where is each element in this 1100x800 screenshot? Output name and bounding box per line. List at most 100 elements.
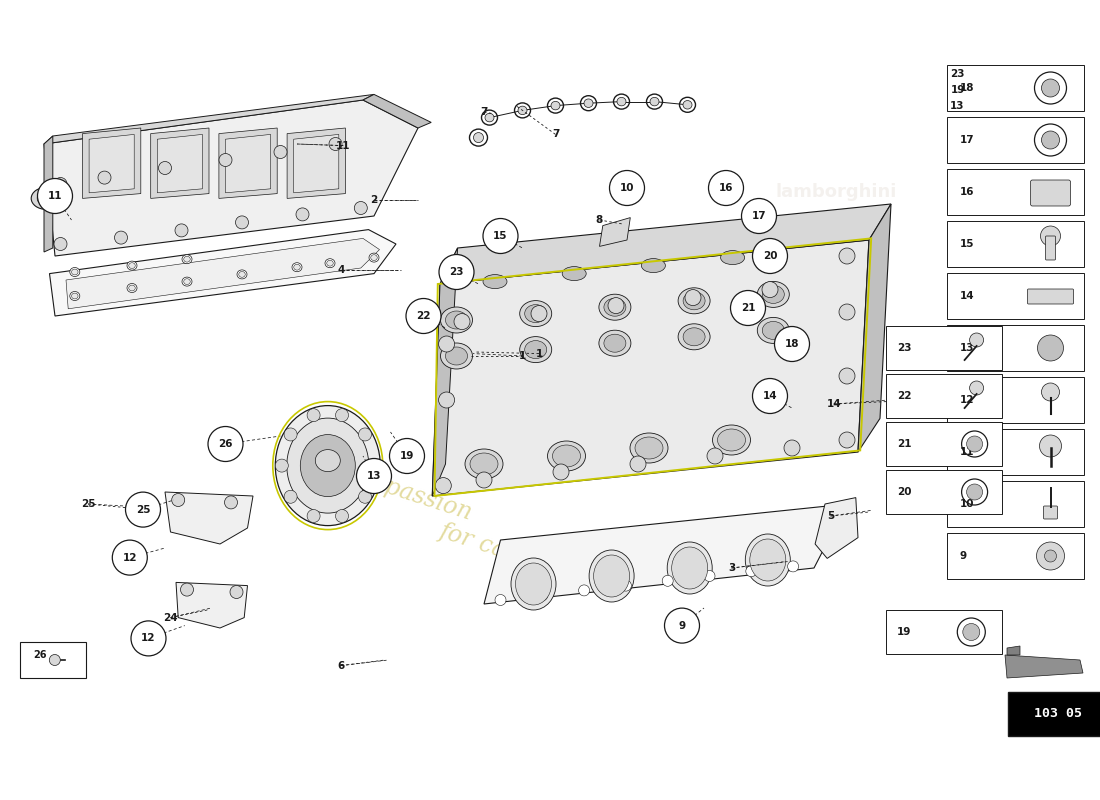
Circle shape — [284, 490, 297, 503]
Ellipse shape — [440, 343, 473, 369]
Ellipse shape — [720, 250, 745, 265]
Circle shape — [307, 510, 320, 522]
Polygon shape — [858, 204, 891, 452]
Polygon shape — [432, 240, 869, 496]
Circle shape — [454, 314, 470, 330]
Text: 17: 17 — [959, 135, 975, 145]
Circle shape — [553, 464, 569, 480]
Text: 16: 16 — [718, 183, 734, 193]
Circle shape — [708, 170, 744, 206]
Text: 25: 25 — [135, 505, 151, 514]
FancyBboxPatch shape — [946, 117, 1084, 163]
Text: 19: 19 — [399, 451, 415, 461]
Polygon shape — [82, 128, 141, 198]
Ellipse shape — [37, 191, 55, 206]
Ellipse shape — [465, 449, 503, 479]
Ellipse shape — [590, 550, 634, 602]
Circle shape — [969, 381, 983, 395]
Polygon shape — [294, 134, 339, 193]
FancyBboxPatch shape — [887, 470, 1001, 514]
Ellipse shape — [635, 437, 663, 459]
Ellipse shape — [31, 187, 62, 210]
Circle shape — [476, 472, 492, 488]
Circle shape — [962, 623, 980, 641]
Ellipse shape — [650, 98, 659, 106]
Ellipse shape — [184, 278, 190, 285]
Text: 13: 13 — [366, 471, 382, 481]
Ellipse shape — [525, 341, 547, 358]
Ellipse shape — [757, 318, 790, 343]
Text: 7: 7 — [552, 130, 559, 139]
Text: 9: 9 — [679, 621, 685, 630]
Ellipse shape — [129, 262, 135, 269]
Text: a passion: a passion — [361, 468, 475, 524]
Text: 21: 21 — [898, 439, 912, 449]
Circle shape — [1041, 226, 1060, 246]
Text: 14: 14 — [762, 391, 778, 401]
Ellipse shape — [551, 102, 560, 110]
Ellipse shape — [668, 542, 712, 594]
Text: 5: 5 — [827, 511, 834, 521]
Ellipse shape — [683, 328, 705, 346]
Text: 26: 26 — [218, 439, 233, 449]
Circle shape — [356, 458, 392, 494]
Text: 24: 24 — [163, 613, 178, 622]
Text: 14: 14 — [959, 291, 975, 301]
Circle shape — [367, 459, 381, 472]
Text: 12: 12 — [122, 553, 138, 562]
Circle shape — [436, 478, 451, 494]
Text: 10: 10 — [619, 183, 635, 193]
Circle shape — [685, 290, 701, 306]
Text: 18: 18 — [784, 339, 800, 349]
Circle shape — [172, 494, 185, 506]
FancyBboxPatch shape — [1027, 289, 1074, 304]
Ellipse shape — [617, 98, 626, 106]
FancyBboxPatch shape — [946, 377, 1084, 423]
Circle shape — [537, 590, 548, 601]
Circle shape — [354, 202, 367, 214]
Text: 4: 4 — [338, 266, 344, 275]
Ellipse shape — [594, 555, 629, 597]
Polygon shape — [1005, 655, 1084, 678]
Text: 12: 12 — [141, 634, 156, 643]
Ellipse shape — [440, 307, 473, 333]
Ellipse shape — [473, 133, 484, 142]
Ellipse shape — [446, 311, 468, 329]
Ellipse shape — [630, 433, 668, 463]
Text: 3: 3 — [728, 563, 735, 573]
Polygon shape — [50, 230, 396, 316]
Circle shape — [1037, 335, 1064, 361]
Circle shape — [752, 378, 788, 414]
FancyBboxPatch shape — [946, 481, 1084, 527]
Circle shape — [54, 238, 67, 250]
FancyBboxPatch shape — [20, 642, 86, 678]
Circle shape — [531, 306, 547, 322]
Text: 9: 9 — [959, 551, 967, 561]
FancyBboxPatch shape — [946, 65, 1084, 111]
Ellipse shape — [69, 267, 80, 277]
Text: for cars: for cars — [437, 518, 531, 570]
Ellipse shape — [294, 264, 300, 270]
Circle shape — [967, 484, 982, 500]
Ellipse shape — [518, 106, 527, 114]
Ellipse shape — [683, 101, 692, 109]
Ellipse shape — [762, 286, 784, 303]
Circle shape — [741, 198, 777, 234]
Circle shape — [788, 561, 799, 572]
Circle shape — [180, 583, 194, 596]
FancyBboxPatch shape — [887, 326, 1001, 370]
Ellipse shape — [275, 406, 381, 526]
Text: lamborghini: lamborghini — [776, 183, 896, 201]
FancyBboxPatch shape — [946, 273, 1084, 319]
FancyBboxPatch shape — [887, 422, 1001, 466]
Text: 15: 15 — [959, 239, 975, 249]
Circle shape — [208, 426, 243, 462]
Circle shape — [839, 248, 855, 264]
Text: 85: 85 — [839, 208, 893, 246]
Text: 23: 23 — [449, 267, 464, 277]
Ellipse shape — [604, 298, 626, 316]
Text: 20: 20 — [898, 487, 912, 497]
Circle shape — [175, 224, 188, 237]
Circle shape — [1042, 79, 1059, 97]
Polygon shape — [157, 134, 202, 193]
